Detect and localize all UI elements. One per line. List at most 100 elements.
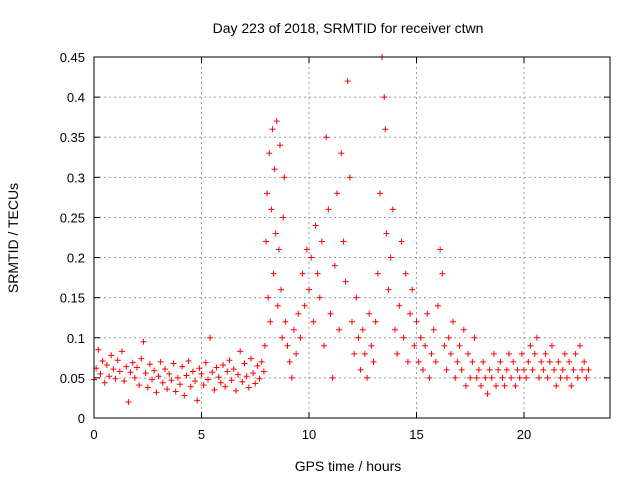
data-point: [398, 238, 405, 245]
data-points: [91, 54, 592, 405]
data-point: [207, 334, 214, 341]
data-point: [344, 78, 351, 85]
data-point: [557, 374, 564, 381]
data-point: [241, 360, 248, 367]
y-tick-labels: 0 0.05 0.1 0.15 0.2 0.25 0.3 0.35 0.4 0.45: [60, 50, 85, 426]
data-point: [353, 294, 360, 301]
data-point: [452, 374, 459, 381]
data-point: [484, 390, 491, 397]
data-point: [164, 386, 171, 393]
data-point: [366, 310, 373, 317]
data-point: [250, 370, 257, 377]
data-point: [327, 310, 334, 317]
data-point: [490, 350, 497, 357]
data-point: [166, 370, 173, 377]
plot-frame: [93, 56, 611, 419]
data-point: [383, 230, 390, 237]
data-point: [114, 357, 121, 364]
data-point: [574, 374, 581, 381]
data-point: [134, 364, 140, 371]
data-point: [209, 369, 216, 376]
data-point: [273, 118, 280, 125]
y-tick-label: 0.25: [60, 210, 85, 225]
data-point: [523, 374, 530, 381]
data-point: [170, 360, 177, 367]
data-point: [172, 388, 179, 395]
data-point: [271, 166, 278, 173]
data-point: [349, 318, 355, 325]
data-point: [389, 206, 396, 213]
data-point: [290, 326, 297, 333]
data-point: [342, 278, 349, 285]
data-point: [419, 366, 426, 373]
data-point: [536, 374, 543, 381]
data-point: [192, 378, 199, 385]
data-point: [118, 348, 125, 355]
data-point: [325, 206, 332, 213]
data-point: [540, 366, 547, 373]
data-point: [237, 348, 244, 355]
data-point: [269, 126, 276, 133]
x-tick-label: 0: [90, 427, 97, 442]
data-point: [279, 334, 286, 341]
data-point: [183, 372, 190, 379]
data-point: [138, 355, 145, 362]
data-point: [480, 358, 487, 365]
data-point: [131, 374, 138, 381]
data-point: [361, 350, 368, 357]
data-point: [372, 318, 379, 325]
y-axis-title: SRMTID / TECUs: [5, 183, 21, 293]
data-point: [200, 382, 207, 389]
chart-title: Day 223 of 2018, SRMTID for receiver ctw…: [213, 20, 484, 36]
data-point: [531, 350, 538, 357]
data-point: [157, 358, 164, 365]
data-point: [456, 342, 463, 349]
data-point: [278, 286, 285, 293]
data-point: [239, 378, 246, 385]
data-point: [385, 286, 392, 293]
data-point: [310, 318, 317, 325]
x-tick-label: 15: [409, 427, 423, 442]
data-point: [486, 366, 493, 373]
data-point: [548, 342, 555, 349]
data-point: [568, 382, 575, 389]
y-tick-label: 0.15: [60, 291, 85, 306]
data-point: [346, 174, 353, 181]
data-point: [570, 366, 577, 373]
data-point: [469, 358, 476, 365]
x-tick-labels: 0 5 10 15 20: [90, 427, 531, 442]
data-point: [177, 381, 183, 388]
data-point: [546, 358, 553, 365]
data-point: [295, 310, 302, 317]
y-tick-label: 0.45: [60, 50, 85, 65]
data-point: [514, 366, 521, 373]
data-point: [260, 368, 267, 375]
data-point: [497, 358, 504, 365]
data-point: [149, 376, 156, 383]
data-point: [331, 262, 338, 269]
x-axis-title: GPS time / hours: [295, 458, 402, 474]
data-point: [112, 375, 119, 382]
data-point: [301, 302, 308, 309]
data-point: [232, 387, 239, 394]
data-point: [501, 382, 508, 389]
data-point: [228, 377, 235, 384]
data-point: [430, 326, 437, 333]
data-point: [125, 398, 132, 405]
data-point: [351, 350, 358, 357]
data-point: [357, 366, 364, 373]
data-point: [572, 350, 579, 357]
data-point: [561, 350, 568, 357]
data-point: [99, 358, 106, 365]
data-point: [382, 126, 389, 133]
data-point: [566, 358, 573, 365]
y-tick-label: 0.4: [67, 90, 85, 105]
data-point: [196, 365, 203, 372]
data-point: [129, 359, 136, 366]
data-point: [252, 380, 259, 387]
data-point: [424, 310, 431, 317]
data-point: [368, 342, 375, 349]
data-point: [525, 358, 532, 365]
data-point: [333, 190, 340, 197]
data-point: [179, 363, 186, 370]
